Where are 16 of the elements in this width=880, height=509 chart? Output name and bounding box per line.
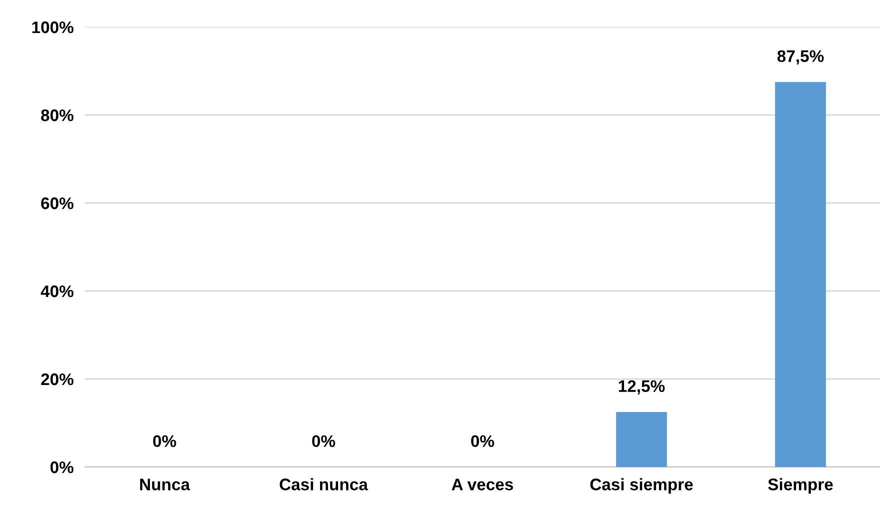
y-tick-label: 80% xyxy=(41,109,74,122)
y-tick-label: 100% xyxy=(32,21,74,34)
data-label: 0% xyxy=(312,435,336,448)
y-tick-label: 20% xyxy=(41,373,74,386)
y-tick-label: 40% xyxy=(40,285,74,298)
data-label: 87,5% xyxy=(777,50,824,64)
y-tick-label: 0% xyxy=(50,461,74,474)
x-tick-label: Casi siempre xyxy=(590,478,693,494)
y-tick-label: 60% xyxy=(41,197,74,210)
x-tick-label: Siempre xyxy=(768,478,833,494)
x-tick-label: Casi nunca xyxy=(280,478,368,490)
x-tick-label: A veces xyxy=(452,478,514,490)
x-tick-label: Nunca xyxy=(140,478,190,490)
data-label: 12,5% xyxy=(618,380,665,394)
data-label: 0% xyxy=(153,435,176,448)
data-label: 0% xyxy=(471,435,494,448)
